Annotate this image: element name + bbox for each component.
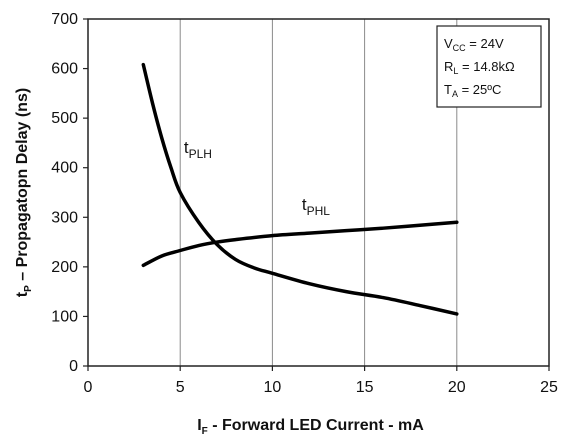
plot-frame xyxy=(87,18,550,367)
x-axis-title: IF - Forward LED Current - mA xyxy=(197,417,424,437)
condition-line-0: VCC = 24V xyxy=(444,36,504,53)
x-tick-label-15: 15 xyxy=(356,379,374,396)
y-axis-title-main: t xyxy=(14,291,31,297)
x-axis-ticks: 0 5 10 15 20 25 xyxy=(84,366,558,396)
y-tick-label-0: 0 xyxy=(69,358,78,375)
x-tick-label-10: 10 xyxy=(264,379,282,396)
x-tick-label-5: 5 xyxy=(176,379,185,396)
x-tick-label-25: 25 xyxy=(540,379,558,396)
y-axis-title: tP – Propagatopn Delay (ns) xyxy=(14,88,34,297)
y-tick-label-100: 100 xyxy=(51,308,78,325)
y-tick-label-400: 400 xyxy=(51,160,78,177)
series-line-tplh xyxy=(141,62,459,316)
condition-box: VCC = 24V RL = 14.8kΩ TA = 25ºC xyxy=(436,25,542,108)
series-label-tphl: tPHL xyxy=(302,195,330,218)
x-tick-label-0: 0 xyxy=(84,379,93,396)
x-axis-title-main: I xyxy=(197,417,201,434)
y-axis-ticks: 0 100 200 300 400 500 600 700 xyxy=(51,11,88,375)
series-label-tplh: tPLH xyxy=(184,138,212,161)
curve-labels: tPLH tPHL xyxy=(184,138,330,218)
series-line-tphl xyxy=(141,220,459,268)
condition-line-1: RL = 14.8kΩ xyxy=(444,59,515,76)
y-axis-title-sub: P xyxy=(23,285,34,292)
series-group xyxy=(141,62,459,316)
condition-line-2: TA = 25ºC xyxy=(444,82,501,99)
y-tick-label-200: 200 xyxy=(51,259,78,276)
condition-box-frame xyxy=(436,25,542,108)
y-tick-label-500: 500 xyxy=(51,110,78,127)
y-tick-label-600: 600 xyxy=(51,61,78,78)
y-tick-label-300: 300 xyxy=(51,209,78,226)
x-tick-label-20: 20 xyxy=(448,379,466,396)
x-axis-title-rest: - Forward LED Current - mA xyxy=(208,417,424,434)
grid-lines xyxy=(179,19,458,366)
y-tick-label-700: 700 xyxy=(51,11,78,28)
x-axis-title-sub: F xyxy=(202,426,208,437)
y-axis-title-rest: – Propagatopn Delay (ns) xyxy=(14,88,31,285)
